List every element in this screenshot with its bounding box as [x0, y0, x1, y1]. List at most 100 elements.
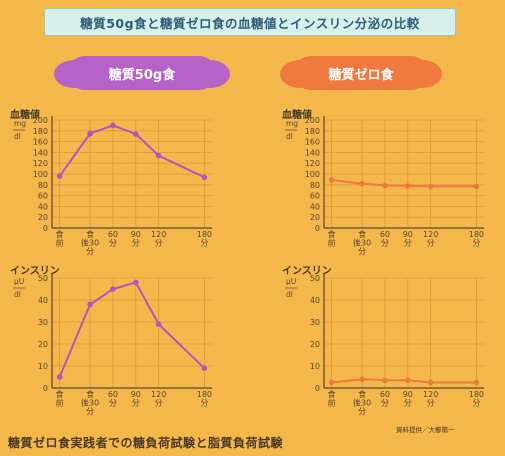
unit-bottom: dl [14, 132, 21, 141]
x-tick-label-line: 食 [328, 389, 336, 399]
x-tick-label-line: 分 [404, 239, 412, 248]
y-tick-label: 0 [43, 384, 48, 393]
x-tick-label-line: 分 [109, 239, 117, 248]
x-tick-label-line: 分 [472, 239, 480, 248]
x-tick-label-line: 分 [404, 399, 412, 408]
data-point [133, 279, 139, 286]
x-tick-label-line: 分 [427, 239, 435, 248]
unit-top: mg [14, 119, 26, 128]
data-point [473, 379, 480, 386]
data-point [359, 180, 365, 187]
x-tick-label-line: 120 [151, 390, 166, 399]
x-tick-label-line: 食 [358, 229, 366, 239]
x-tick-label-line: 分 [358, 247, 366, 256]
x-tick-label: 90分 [403, 230, 413, 248]
series-line [331, 178, 477, 188]
x-tick-label: 食前 [56, 229, 64, 248]
chart-label-glucose-right: 血糖値 [282, 110, 312, 121]
x-tick-label-line: 分 [200, 239, 208, 248]
x-tick-label-line: 前 [328, 238, 336, 248]
x-tick-label-line: 後30 [353, 398, 371, 408]
x-tick-label-line: 180 [469, 390, 484, 399]
x-tick-label-line: 前 [56, 238, 64, 248]
x-tick-label: 90分 [131, 390, 141, 408]
panel-title-left: 糖質50g食 [54, 56, 230, 90]
y-tick-label: 200 [33, 116, 48, 125]
x-tick-label: 食前 [56, 389, 64, 408]
glucose-chart-right: 020406080100120140160180200mgdl食前食後30分60… [285, 116, 484, 256]
x-tick-label: 食前 [328, 229, 336, 248]
x-tick-label-line: 食 [86, 229, 94, 239]
x-tick-label-line: 分 [358, 407, 366, 416]
y-tick-label: 180 [305, 127, 320, 136]
data-point [201, 174, 208, 181]
data-point [427, 379, 434, 386]
panel-title-right: 糖質ゼロ食 [280, 56, 442, 90]
y-tick-label: 60 [310, 192, 320, 201]
x-tick-label: 90分 [131, 230, 141, 248]
x-tick-label-line: 前 [328, 398, 336, 408]
data-point [473, 183, 480, 190]
y-tick-label: 80 [310, 181, 320, 190]
data-point [427, 183, 434, 190]
x-tick-label-line: 60 [108, 230, 118, 239]
x-tick-label: 60分 [380, 390, 390, 408]
y-tick-label: 200 [305, 116, 320, 125]
chart-label-glucose-left: 血糖値 [10, 110, 40, 121]
x-tick-label-line: 分 [381, 399, 389, 408]
y-tick-label: 120 [33, 159, 48, 168]
data-point [155, 152, 162, 159]
x-tick-label-line: 90 [131, 230, 141, 239]
x-tick-label-line: 分 [132, 239, 140, 248]
y-tick-label: 20 [310, 340, 320, 349]
unit-bottom: dl [286, 290, 293, 299]
x-tick-label-line: 食 [86, 389, 94, 399]
x-tick-label-line: 分 [86, 247, 94, 256]
x-tick-label-line: 分 [155, 399, 163, 408]
y-tick-label: 40 [310, 296, 320, 305]
y-tick-label: 10 [38, 362, 48, 371]
data-point [382, 377, 388, 384]
x-tick-label-line: 食 [358, 389, 366, 399]
x-tick-label-line: 分 [427, 399, 435, 408]
y-tick-label: 60 [38, 192, 48, 201]
credit: 資料提供／大櫛陽一 [396, 426, 455, 434]
y-tick-label: 180 [33, 127, 48, 136]
x-tick-label-line: 食 [56, 229, 64, 239]
data-point [56, 374, 63, 380]
x-tick-label-line: 分 [155, 239, 163, 248]
x-tick-label-line: 後30 [353, 238, 371, 248]
data-point [405, 377, 411, 384]
y-tick-label: 100 [305, 170, 320, 179]
x-tick-label-line: 180 [469, 230, 484, 239]
x-tick-label-line: 120 [423, 390, 438, 399]
x-tick-label-line: 分 [200, 399, 208, 408]
y-tick-label: 0 [43, 224, 48, 233]
x-tick-label-line: 90 [403, 230, 413, 239]
x-tick-label: 60分 [108, 390, 118, 408]
y-tick-label: 100 [33, 170, 48, 179]
data-point [328, 379, 335, 386]
data-point [56, 173, 63, 179]
y-tick-label: 160 [305, 138, 320, 147]
y-tick-label: 0 [315, 384, 320, 393]
y-tick-label: 30 [310, 318, 320, 327]
data-point [110, 286, 116, 292]
unit-top: μU [286, 277, 296, 286]
x-tick-label-line: 60 [380, 230, 390, 239]
x-tick-label-line: 分 [109, 399, 117, 408]
y-tick-label: 40 [38, 296, 48, 305]
y-tick-label: 0 [315, 224, 320, 233]
y-tick-label: 50 [38, 274, 48, 283]
